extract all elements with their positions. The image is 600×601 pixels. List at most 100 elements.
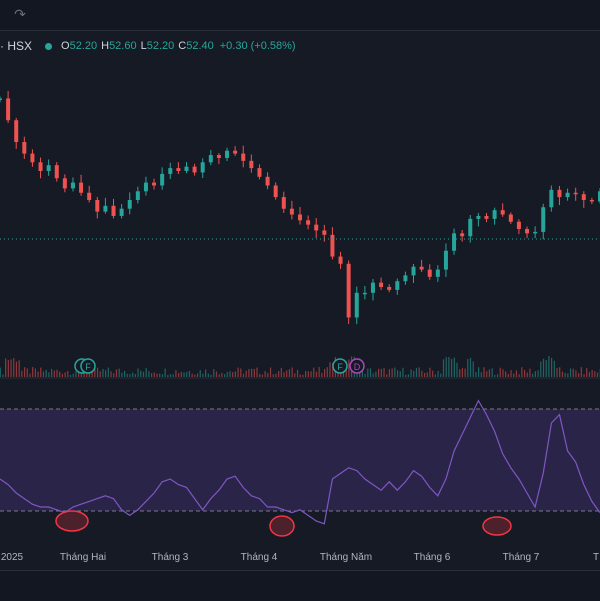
volume-bar <box>513 374 514 377</box>
volume-bar <box>570 368 571 377</box>
volume-bar <box>440 374 441 377</box>
volume-bar <box>483 367 484 377</box>
volume-bar <box>135 374 136 377</box>
volume-bar <box>497 374 498 377</box>
volume-bar <box>46 370 47 377</box>
volume-bar <box>281 368 282 377</box>
volume-bar <box>448 357 449 377</box>
volume-bar <box>110 371 111 377</box>
volume-bar <box>378 369 379 377</box>
candle <box>379 283 383 287</box>
volume-bar <box>413 371 414 377</box>
volume-bar <box>137 369 138 377</box>
volume-bar <box>35 368 36 377</box>
candle <box>363 293 367 295</box>
candle <box>501 210 505 214</box>
volume-bar <box>113 373 114 377</box>
candle <box>322 230 326 234</box>
candle <box>582 194 586 200</box>
volume-bar <box>321 373 322 377</box>
candle <box>266 177 270 186</box>
candle <box>47 165 51 171</box>
volume-bar <box>216 372 217 377</box>
volume-bar <box>446 357 447 377</box>
candle <box>249 161 253 168</box>
volume-bar <box>410 369 411 377</box>
volume-bar <box>24 367 25 377</box>
x-tick-label: Tháng 7 <box>503 552 540 563</box>
candle <box>557 190 561 197</box>
volume-bar <box>183 372 184 377</box>
x-tick-label: Tháng 6 <box>414 552 451 563</box>
volume-bar <box>127 374 128 377</box>
candle <box>144 183 148 192</box>
candle <box>339 257 343 264</box>
volume-bar <box>251 369 252 377</box>
time-axis[interactable]: 2025 Tháng Hai Tháng 3 Tháng 4 Tháng Năm… <box>0 548 600 568</box>
candle <box>209 155 213 162</box>
volume-bar <box>156 374 157 377</box>
volume-bar <box>210 375 211 377</box>
candle <box>290 209 294 215</box>
volume-bar <box>254 369 255 377</box>
volume-bar <box>581 367 582 377</box>
candle <box>412 267 416 276</box>
volume-bar <box>575 370 576 377</box>
chart-canvas[interactable]: F F D <box>0 0 600 570</box>
volume-bar <box>527 373 528 377</box>
volume-bar <box>435 374 436 377</box>
volume-bar <box>370 368 371 377</box>
volume-bar <box>319 367 320 377</box>
volume-bar <box>154 373 155 377</box>
volume-bar <box>300 375 301 377</box>
volume-bar <box>397 370 398 377</box>
volume-bar <box>229 371 230 377</box>
volume-bar <box>289 369 290 377</box>
candle <box>387 287 391 290</box>
volume-bar <box>537 370 538 377</box>
volume-bar <box>540 362 541 377</box>
volume-bar <box>462 368 463 377</box>
volume-bar <box>213 369 214 377</box>
candle <box>63 178 67 188</box>
volume-bar <box>240 368 241 377</box>
volume-bar <box>456 363 457 377</box>
volume-bar <box>21 371 22 377</box>
x-tick-label: T <box>593 552 599 563</box>
price-pane[interactable] <box>0 91 600 324</box>
volume-bar <box>459 369 460 377</box>
volume-bar <box>259 374 260 377</box>
volume-bar <box>29 374 30 377</box>
x-tick-label: Tháng 4 <box>241 552 278 563</box>
earnings-marker-label: F <box>85 362 91 372</box>
candle <box>95 200 99 212</box>
volume-bar <box>13 358 14 377</box>
volume-bar <box>437 371 438 377</box>
candle <box>14 120 18 142</box>
candle <box>549 190 553 207</box>
volume-bar <box>151 373 152 377</box>
volume-bar <box>205 369 206 377</box>
volume-bar <box>197 373 198 377</box>
candle <box>298 215 302 221</box>
oversold-highlight-3 <box>483 517 511 535</box>
candle <box>444 251 448 270</box>
rsi-pane[interactable] <box>0 401 600 536</box>
candle <box>0 99 2 101</box>
volume-bar <box>329 362 330 377</box>
volume-bar <box>481 372 482 377</box>
bottom-toolbar <box>0 570 600 601</box>
volume-bar <box>148 371 149 377</box>
volume-bar <box>589 372 590 377</box>
volume-bar <box>105 370 106 377</box>
volume-bar <box>494 375 495 377</box>
candle <box>420 267 424 270</box>
volume-bar <box>567 373 568 377</box>
volume-bar <box>556 368 557 377</box>
x-tick-label: 2025 <box>1 552 23 563</box>
rsi-band <box>0 409 600 511</box>
candle <box>355 293 359 318</box>
volume-bar <box>405 375 406 377</box>
volume-bar <box>227 372 228 377</box>
volume-bar <box>221 373 222 377</box>
